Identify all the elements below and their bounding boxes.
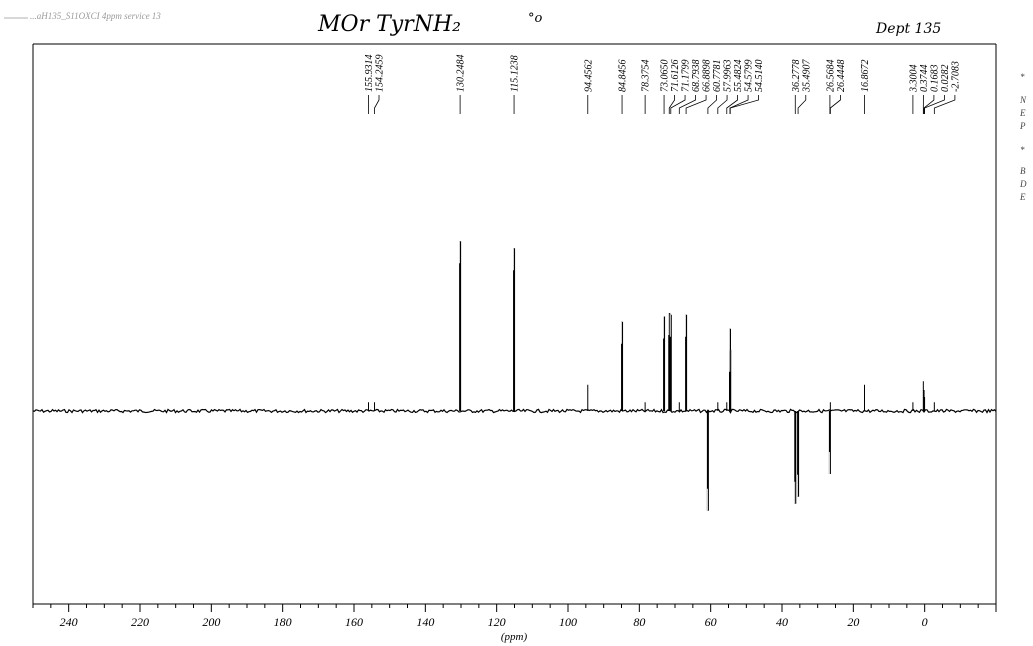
side-parameter-text: *NEP*BDE <box>1019 72 1027 202</box>
peak-label: 26.4448 <box>836 60 847 93</box>
x-tick-label: 40 <box>776 615 788 629</box>
peak-lines <box>369 241 935 511</box>
peak-label: 71.6126 <box>670 60 681 93</box>
peak-label: 55.4824 <box>733 60 744 93</box>
x-tick-label: 240 <box>60 615 78 629</box>
peak-label: 66.8898 <box>702 60 713 93</box>
peak-label: 115.1238 <box>510 55 521 92</box>
peak-label: 36.2778 <box>791 60 802 94</box>
side-text-item: B <box>1020 166 1026 176</box>
peak-label-leader <box>718 95 727 114</box>
peak-label-leader <box>679 95 695 114</box>
side-text-item: P <box>1019 121 1026 131</box>
peak-label: 73.0650 <box>660 60 671 93</box>
peak-label-leader <box>730 95 758 114</box>
peak-label-leader <box>686 95 706 114</box>
x-tick-label: 180 <box>274 615 292 629</box>
peak-label: 57.9963 <box>723 60 734 93</box>
peak-label: 3.3004 <box>908 65 919 94</box>
peak-label-leader <box>669 95 674 114</box>
peak-labels: 155.9314 154.2459 130.2484 115.1238 94.4562 8… <box>364 55 961 115</box>
side-text-item: * <box>1020 145 1025 155</box>
peak-label-leader <box>798 95 806 114</box>
peak-label: 54.5140 <box>754 60 765 93</box>
peak-label: 94.4562 <box>583 60 594 93</box>
peak-label: 0.3744 <box>919 65 930 93</box>
peak-label-leader <box>375 95 379 114</box>
x-tick-label: 120 <box>488 615 506 629</box>
peak-label: 154.2459 <box>375 55 386 93</box>
peak-label: 26.5684 <box>825 60 836 93</box>
side-text-item: N <box>1019 95 1027 105</box>
peak-label: 35.4907 <box>801 59 812 94</box>
peak-label: 0.0282 <box>940 65 951 93</box>
peak-label: 60.7781 <box>712 60 723 93</box>
file-label: ...aH135_S11OXCI 4ppm service 13 <box>30 11 161 21</box>
handwritten-experiment-label: Dept 135 <box>875 21 941 37</box>
side-text-item: D <box>1019 179 1027 189</box>
x-tick-label: 80 <box>633 615 645 629</box>
x-axis-label: (ppm) <box>501 631 528 643</box>
peak-label: 0.1683 <box>929 65 940 93</box>
x-tick-label: 160 <box>345 615 363 629</box>
peak-label: 130.2484 <box>456 55 467 93</box>
side-text-item: * <box>1020 72 1025 82</box>
peak-label: 16.8672 <box>860 60 871 93</box>
peak-label: 84.8456 <box>618 60 629 93</box>
peak-label: -2.7083 <box>950 61 961 92</box>
side-text-item: E <box>1019 192 1026 202</box>
side-text-item: E <box>1019 108 1026 118</box>
x-tick-label: 100 <box>559 615 577 629</box>
peak-label-leader <box>830 95 840 114</box>
peak-label: 155.9314 <box>364 55 375 93</box>
x-tick-label: 140 <box>416 615 434 629</box>
peak-label-leader <box>727 95 738 114</box>
handwritten-note: °o <box>528 11 543 26</box>
peak-label: 54.5799 <box>744 60 755 93</box>
x-tick-label: 200 <box>202 615 220 629</box>
x-tick-label: 0 <box>922 615 928 629</box>
handwritten-title: MOr TyrNH₂ <box>317 12 461 37</box>
x-tick-label: 220 <box>131 615 149 629</box>
peak-label: 68.7938 <box>691 60 702 93</box>
x-tick-label: 60 <box>705 615 717 629</box>
peak-label-leader <box>671 95 685 114</box>
x-axis-ticks: 240 220 200 180 160 140 120 100 80 60 40 20 0 <box>33 604 996 629</box>
peak-label: 78.3754 <box>641 60 652 93</box>
peak-label-leader <box>708 95 717 114</box>
peak-label: 71.1799 <box>681 60 692 93</box>
x-tick-label: 20 <box>847 615 859 629</box>
peak-label-leader <box>730 95 748 114</box>
